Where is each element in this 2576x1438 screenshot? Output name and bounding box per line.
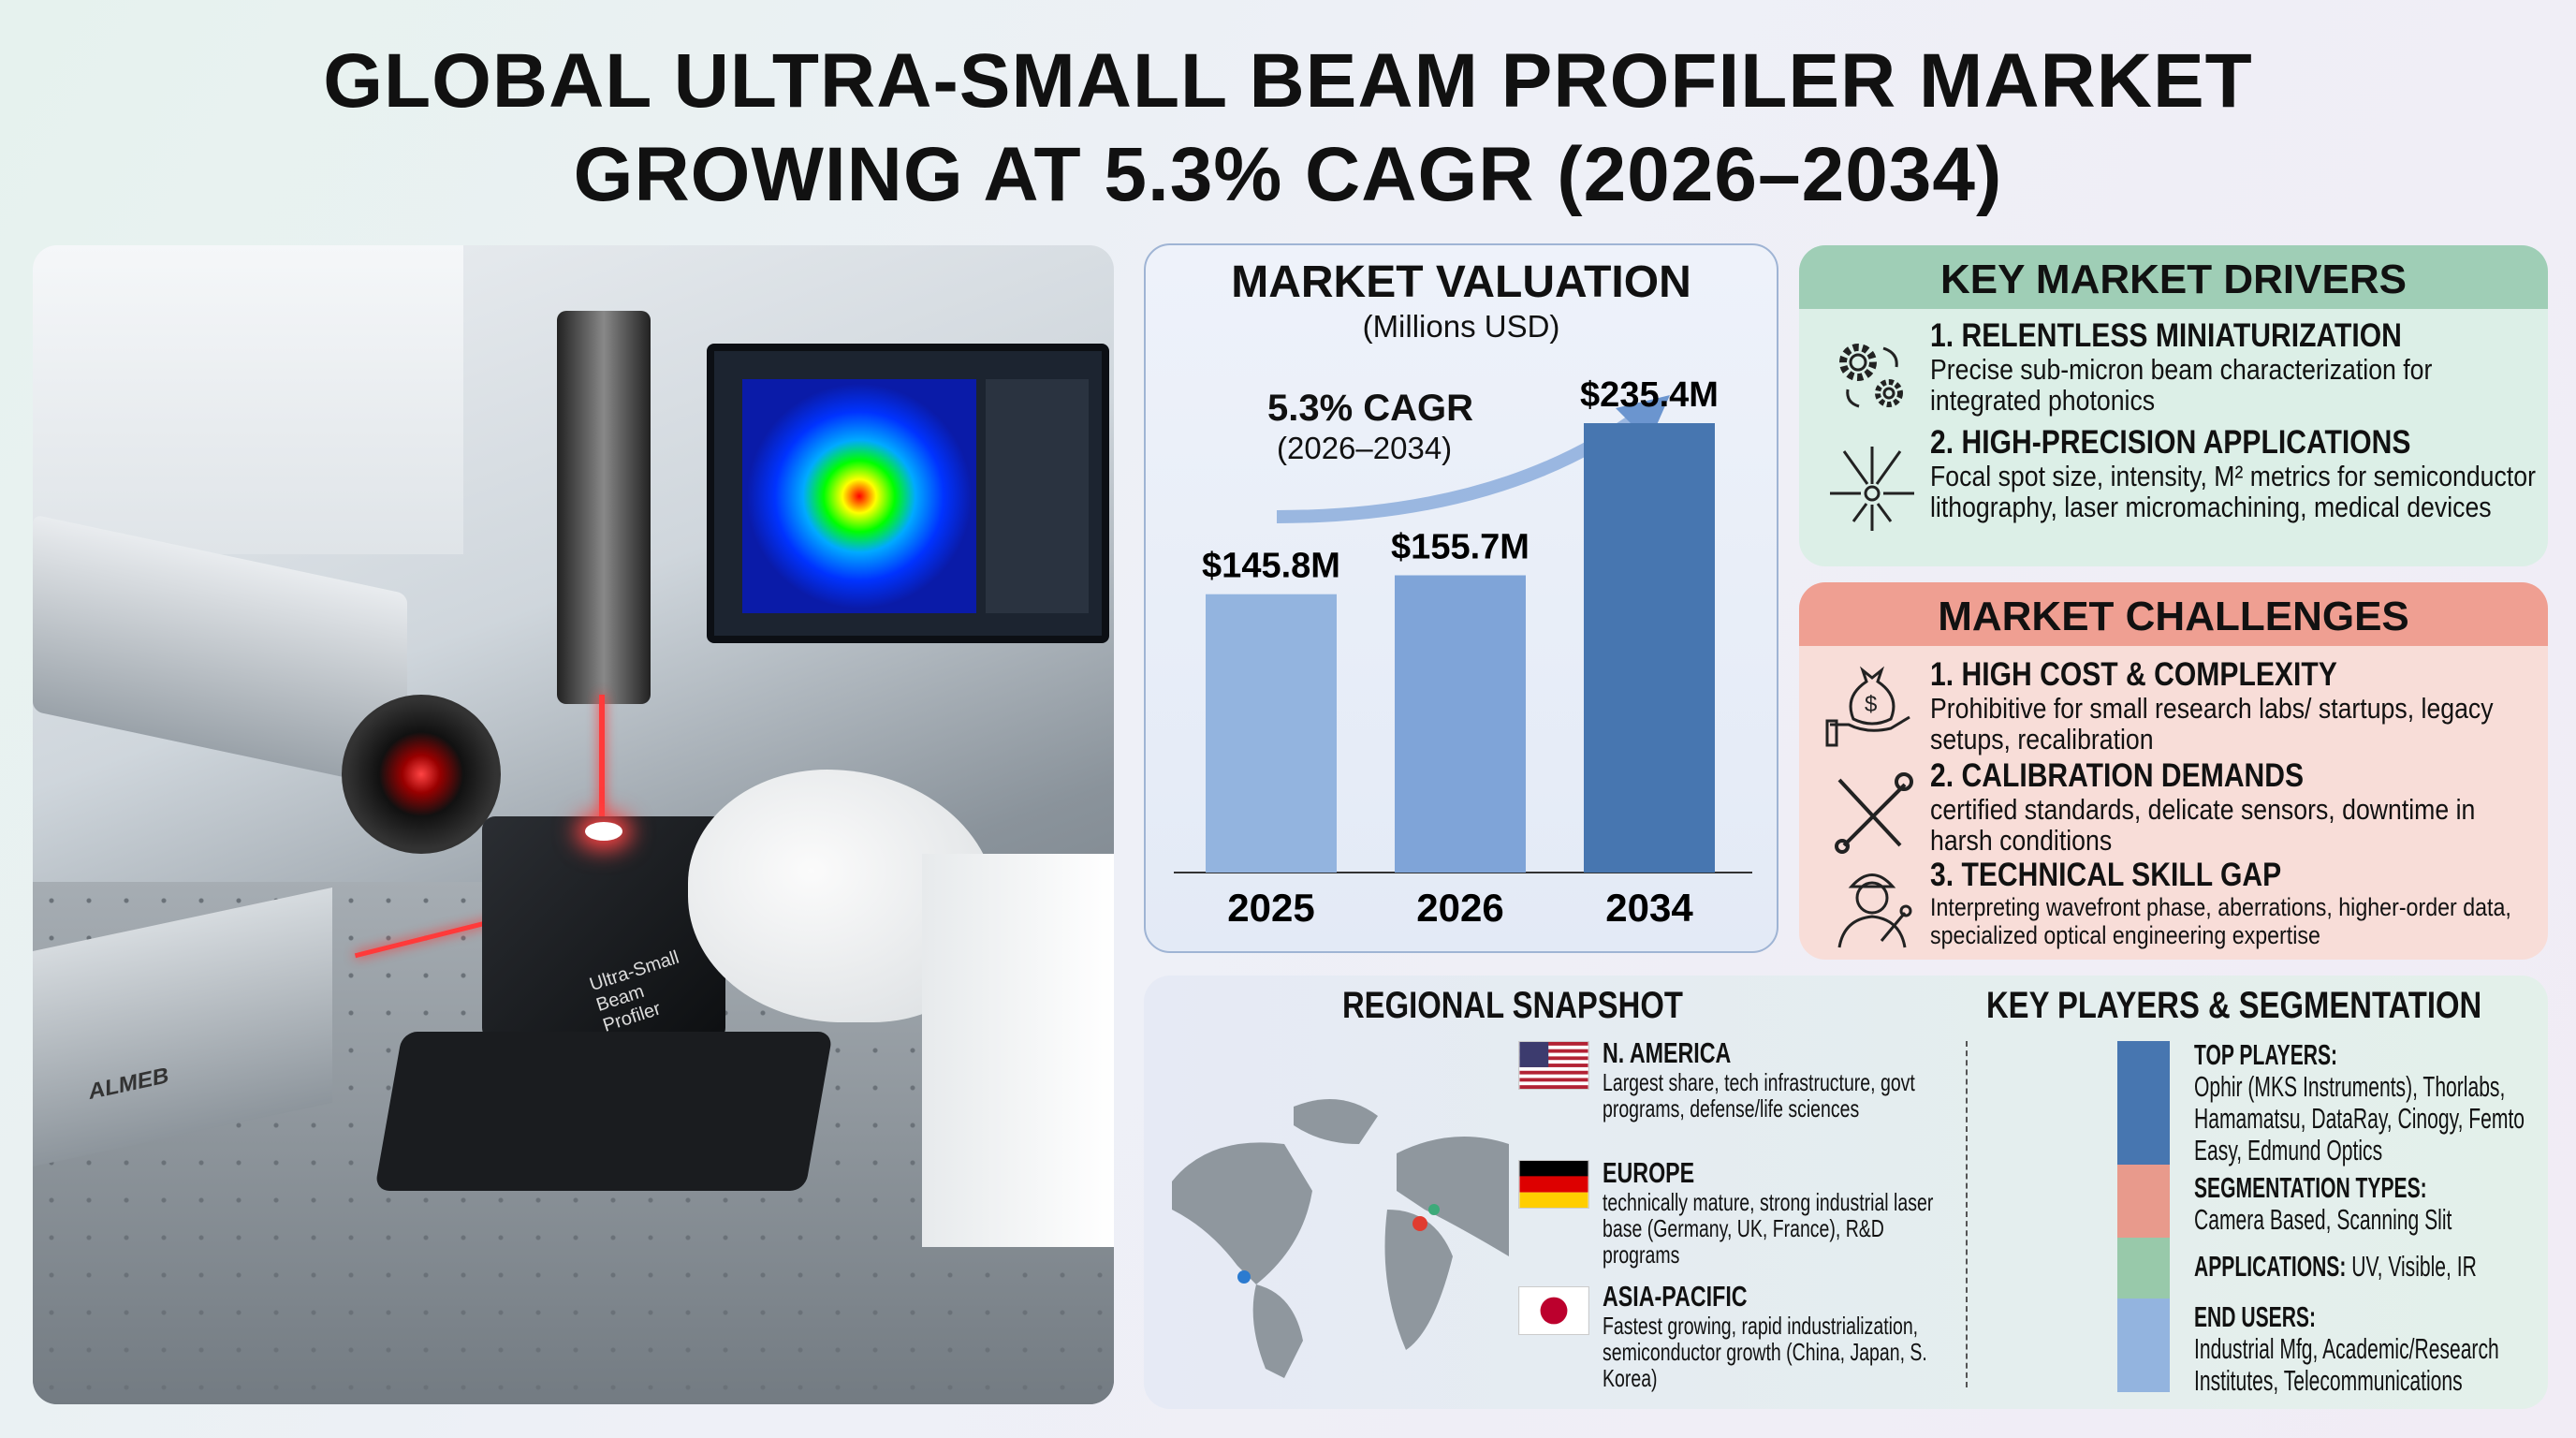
money-bag-icon: $ bbox=[1825, 666, 1910, 747]
segment-bar-players bbox=[2117, 1041, 2170, 1165]
players-title: KEY PLAYERS & SEGMENTATION bbox=[1986, 985, 2482, 1026]
segment-bar-end-users bbox=[2117, 1299, 2170, 1392]
region-name: ASIA-PACIFIC bbox=[1603, 1280, 1748, 1313]
driver-heading: 1. RELENTLESS MINIATURIZATION bbox=[1930, 317, 2402, 354]
world-map bbox=[1172, 1099, 1509, 1378]
data-label: $145.8M bbox=[1202, 547, 1340, 586]
region-item: N. AMERICA Largest share, tech infrastru… bbox=[1603, 1036, 1961, 1123]
challenge-heading: 2. CALIBRATION DEMANDS bbox=[1930, 757, 2305, 794]
tools-icon bbox=[1835, 772, 1913, 854]
segmentation-label: SEGMENTATION TYPES: bbox=[2194, 1171, 2427, 1204]
gears-icon bbox=[1839, 344, 1903, 408]
region-text: Largest share, tech infrastructure, govt… bbox=[1603, 1068, 1915, 1123]
map-marker-asia bbox=[1428, 1204, 1440, 1215]
laser-beam-vertical bbox=[599, 695, 605, 826]
bar-2025 bbox=[1206, 594, 1337, 873]
engineer-icon bbox=[1837, 873, 1912, 948]
data-label: $235.4M bbox=[1580, 375, 1719, 415]
valuation-subtitle: (Millions USD) bbox=[1362, 309, 1560, 344]
driver-item: 1. RELENTLESS MINIATURIZATION Precise su… bbox=[1930, 317, 2540, 417]
beam-profiler-device: Ultra-Small Beam Profiler bbox=[482, 816, 725, 1041]
japan-flag-icon bbox=[1518, 1286, 1589, 1335]
monitor bbox=[707, 344, 1109, 643]
device-label: Ultra-Small Beam Profiler bbox=[587, 946, 682, 1036]
driver-text: Precise sub-micron beam characterization… bbox=[1930, 353, 2433, 417]
applications-text: UV, Visible, IR bbox=[2351, 1250, 2477, 1283]
segment-bar-types bbox=[2117, 1165, 2170, 1238]
challenge-item: 2. CALIBRATION DEMANDS certified standar… bbox=[1930, 757, 2540, 857]
map-marker-europe bbox=[1412, 1216, 1427, 1231]
segmentation-text: Camera Based, Scanning Slit bbox=[2194, 1203, 2452, 1236]
cagr-period: (2026–2034) bbox=[1277, 431, 1453, 465]
market-valuation-panel: MARKET VALUATION (Millions USD) 5.3% CAG… bbox=[1144, 243, 1778, 953]
lab-photo: Ultra-Small Beam Profiler ALMEB bbox=[33, 245, 1114, 1404]
cagr-label: 5.3% CAGR bbox=[1267, 388, 1474, 429]
top-players-text: Ophir (MKS Instruments), Thorlabs, Hamam… bbox=[2194, 1070, 2525, 1167]
divider bbox=[1966, 1041, 1968, 1387]
end-users-text: Industrial Mfg, Academic/Research Instit… bbox=[2194, 1332, 2499, 1397]
us-flag-icon bbox=[1518, 1041, 1589, 1090]
challenge-text: Prohibitive for small research labs/ sta… bbox=[1930, 692, 2494, 756]
page-title: GLOBAL ULTRA-SMALL BEAM PROFILER MARKET … bbox=[0, 37, 2576, 219]
applications-label: APPLICATIONS: bbox=[2194, 1250, 2347, 1283]
camera-lens bbox=[342, 695, 501, 854]
driver-heading: 2. HIGH-PRECISION APPLICATIONS bbox=[1930, 424, 2411, 461]
regional-title: REGIONAL SNAPSHOT bbox=[1342, 985, 1683, 1026]
base-stage bbox=[374, 1032, 833, 1191]
drivers-title: KEY MARKET DRIVERS bbox=[1799, 245, 2548, 309]
top-players: TOP PLAYERS: Ophir (MKS Instruments), Th… bbox=[2194, 1039, 2547, 1167]
region-text: Fastest growing, rapid industrialization… bbox=[1603, 1312, 1927, 1392]
map-marker-na bbox=[1237, 1270, 1251, 1284]
lab-coat-sleeve bbox=[922, 854, 1114, 1247]
bar-2034 bbox=[1584, 423, 1715, 873]
applications: APPLICATIONS: UV, Visible, IR bbox=[2194, 1251, 2547, 1283]
title-line-1: GLOBAL ULTRA-SMALL BEAM PROFILER MARKET bbox=[323, 38, 2253, 124]
vertical-objective bbox=[557, 311, 651, 704]
laser-focus-icon bbox=[1830, 447, 1914, 531]
region-item: ASIA-PACIFIC Fastest growing, rapid indu… bbox=[1603, 1280, 1961, 1392]
segmentation-types: SEGMENTATION TYPES: Camera Based, Scanni… bbox=[2194, 1172, 2547, 1236]
end-users: END USERS: Industrial Mfg, Academic/Rese… bbox=[2194, 1301, 2547, 1397]
valuation-bar-chart: $145.8M 2025 $155.7M 2026 $235.4M 2034 bbox=[1174, 375, 1752, 930]
data-label: $155.7M bbox=[1391, 528, 1530, 567]
x-tick-label: 2025 bbox=[1227, 886, 1314, 930]
challenge-item: 1. HIGH COST & COMPLEXITY Prohibitive fo… bbox=[1930, 656, 2540, 756]
lab-shelf bbox=[33, 245, 463, 554]
segment-bar-applications bbox=[2117, 1238, 2170, 1299]
region-text: technically mature, strong industrial la… bbox=[1603, 1188, 1934, 1269]
region-item: EUROPE technically mature, strong indust… bbox=[1603, 1156, 1961, 1269]
germany-flag-icon bbox=[1518, 1160, 1589, 1209]
challenge-heading: 3. TECHNICAL SKILL GAP bbox=[1930, 857, 2282, 893]
regional-and-players-panel: REGIONAL SNAPSHOT KEY PLAYERS & SEGMENTA… bbox=[1144, 976, 2548, 1409]
camera-brand-label: ALMEB bbox=[89, 1063, 169, 1106]
key-drivers-panel: KEY MARKET DRIVERS 1. RELENTLESS MINIATU… bbox=[1799, 245, 2548, 566]
region-name: N. AMERICA bbox=[1603, 1036, 1732, 1069]
challenge-text: certified standards, delicate sensors, d… bbox=[1930, 793, 2476, 857]
driver-text: Focal spot size, intensity, M² metrics f… bbox=[1930, 460, 2536, 523]
readout-panel bbox=[986, 379, 1089, 613]
challenge-text: Interpreting wavefront phase, aberration… bbox=[1930, 893, 2511, 949]
challenges-title: MARKET CHALLENGES bbox=[1799, 582, 2548, 646]
x-tick-label: 2026 bbox=[1416, 886, 1503, 930]
x-tick-label: 2034 bbox=[1605, 886, 1693, 930]
challenge-heading: 1. HIGH COST & COMPLEXITY bbox=[1930, 656, 2337, 693]
driver-item: 2. HIGH-PRECISION APPLICATIONS Focal spo… bbox=[1930, 424, 2540, 523]
market-challenges-panel: MARKET CHALLENGES $ 1. HIGH COST & COMPL… bbox=[1799, 582, 2548, 960]
valuation-title: MARKET VALUATION bbox=[1231, 257, 1691, 307]
beam-profile-plot bbox=[742, 379, 976, 613]
bar-2026 bbox=[1395, 575, 1526, 873]
title-line-2: GROWING AT 5.3% CAGR (2026–2034) bbox=[573, 132, 2003, 217]
top-players-label: TOP PLAYERS: bbox=[2194, 1038, 2338, 1071]
challenge-item: 3. TECHNICAL SKILL GAP Interpreting wave… bbox=[1930, 857, 2540, 950]
laser-spot bbox=[585, 822, 622, 841]
end-users-label: END USERS: bbox=[2194, 1300, 2317, 1333]
region-name: EUROPE bbox=[1603, 1156, 1695, 1189]
svg-text:$: $ bbox=[1865, 692, 1877, 717]
